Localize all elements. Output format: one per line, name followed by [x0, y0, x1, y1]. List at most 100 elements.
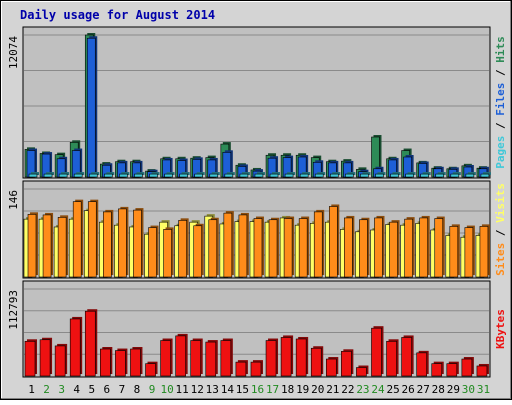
legend-entry: Visits	[494, 183, 507, 223]
x-tick-label: 2	[43, 383, 50, 396]
bar-pages-day-22	[345, 172, 356, 178]
bar-sites-day-13	[208, 217, 219, 278]
bar-kbytes-day-8	[130, 347, 143, 377]
x-tick-label: 26	[402, 383, 415, 396]
bar-pages-day-25	[390, 172, 401, 178]
bar-sites-day-28	[434, 216, 445, 278]
x-tick-label: 1	[28, 383, 35, 396]
y-max-tick-label: 146	[7, 190, 20, 210]
bar-kbytes-day-17	[265, 338, 279, 377]
legend-visits-sites: Sites / Visits	[494, 183, 507, 276]
bar-pages-day-10	[164, 172, 175, 178]
x-tick-label: 31	[477, 383, 490, 396]
panel-hits-files-pages: 12074 Pages / Files / Hits	[7, 26, 507, 179]
bar-kbytes-day-28	[431, 361, 444, 377]
bars-kbytes	[24, 309, 489, 377]
x-tick-label: 30	[462, 383, 475, 396]
bar-pages-day-1	[28, 172, 39, 178]
bar-sites-day-6	[103, 209, 114, 278]
bar-pages-day-3	[58, 172, 70, 178]
panel-kbytes: 112793 KBytes	[7, 280, 507, 378]
x-tick-label: 5	[88, 383, 95, 396]
bar-pages-day-29	[450, 172, 461, 178]
bar-sites-day-1	[27, 212, 38, 278]
bar-kbytes-day-30	[461, 357, 474, 377]
bar-kbytes-day-3	[54, 343, 68, 377]
x-tick-label: 14	[221, 383, 235, 396]
bar-pages-day-5	[88, 172, 100, 178]
x-tick-label: 4	[73, 383, 80, 396]
legend-entry: /	[494, 116, 507, 136]
bar-pages-day-2	[43, 172, 55, 178]
bar-pages-day-20	[314, 172, 326, 178]
bar-pages-day-17	[269, 172, 281, 178]
bar-sites-day-18	[283, 216, 295, 278]
bar-kbytes-day-25	[386, 339, 399, 377]
chart-title: Daily usage for August 2014	[20, 8, 215, 22]
y-max-tick-label: 112793	[7, 290, 20, 330]
bar-kbytes-day-31	[476, 363, 489, 377]
bar-kbytes-day-22	[341, 349, 354, 377]
x-tick-label: 25	[386, 383, 399, 396]
bar-pages-day-8	[134, 172, 145, 178]
bar-kbytes-day-18	[280, 335, 294, 377]
bar-kbytes-day-15	[235, 360, 248, 377]
x-tick-label: 11	[176, 383, 189, 396]
x-tick-label: 15	[236, 383, 249, 396]
bar-sites-day-31	[479, 224, 490, 278]
bar-pages-day-12	[194, 172, 205, 178]
bar-pages-day-6	[104, 172, 115, 178]
bar-sites-day-19	[298, 216, 310, 278]
x-tick-label: 24	[371, 383, 385, 396]
bar-sites-day-5	[87, 199, 99, 278]
bar-pages-day-4	[73, 172, 85, 178]
bar-sites-day-8	[133, 208, 144, 278]
bar-kbytes-day-20	[310, 346, 324, 377]
x-tick-label: 12	[191, 383, 204, 396]
bar-pages-day-15	[239, 172, 250, 178]
panel-visits-sites: 146 Sites / Visits	[7, 180, 507, 279]
bar-sites-day-15	[238, 212, 249, 278]
x-tick-label: 27	[417, 383, 430, 396]
bar-pages-day-23	[360, 172, 371, 178]
bar-sites-day-14	[223, 211, 234, 278]
bar-sites-day-26	[404, 217, 415, 278]
legend-hits-files-pages: Pages / Files / Hits	[494, 36, 507, 169]
panel-background	[22, 26, 491, 179]
bar-sites-day-25	[389, 220, 400, 278]
bar-kbytes-day-4	[69, 316, 83, 377]
bars-visits-sites	[23, 199, 490, 278]
bar-sites-day-11	[178, 218, 189, 278]
bar-kbytes-day-21	[325, 357, 339, 377]
bar-kbytes-day-12	[190, 338, 203, 377]
bar-sites-day-7	[118, 206, 129, 278]
x-tick-label: 17	[266, 383, 279, 396]
x-tick-label: 8	[134, 383, 141, 396]
legend-entry: Pages	[494, 136, 507, 169]
x-tick-label: 13	[206, 383, 219, 396]
bar-kbytes-day-11	[175, 333, 188, 377]
bar-pages-day-18	[284, 172, 296, 178]
bar-sites-day-4	[72, 199, 84, 278]
x-tick-label: 23	[356, 383, 369, 396]
bar-sites-day-23	[359, 217, 370, 278]
bar-sites-day-30	[464, 225, 475, 278]
bar-kbytes-day-5	[84, 309, 98, 377]
panels-group: 12074 Pages / Files / Hits 146 Sites / Visi…	[7, 26, 507, 378]
bar-sites-day-29	[449, 224, 460, 278]
x-tick-label: 3	[58, 383, 65, 396]
y-max-tick-label: 12074	[7, 36, 20, 69]
legend-entry: /	[494, 223, 507, 243]
bar-kbytes-day-16	[250, 360, 263, 377]
legend-entry: Hits	[494, 36, 507, 63]
x-tick-label: 10	[160, 383, 173, 396]
x-tick-label: 29	[447, 383, 460, 396]
bar-kbytes-day-19	[295, 336, 309, 377]
bar-sites-day-21	[328, 204, 340, 278]
bars-hits-files-pages	[24, 33, 491, 178]
bar-pages-day-27	[420, 172, 431, 178]
legend-entry: KBytes	[494, 309, 507, 349]
bar-sites-day-12	[193, 223, 204, 278]
